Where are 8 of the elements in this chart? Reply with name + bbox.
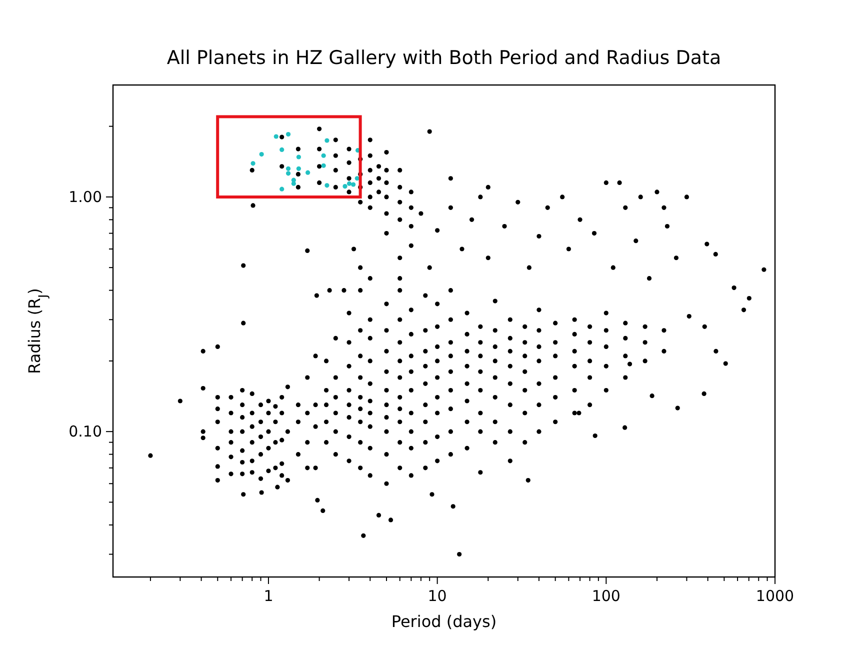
- chart-title: All Planets in HZ Gallery with Both Period and Radius Data: [166, 47, 722, 69]
- x-tick-label: 1000: [756, 587, 794, 605]
- x-axis-title: Period (days): [391, 612, 497, 631]
- x-tick-label: 10: [428, 587, 447, 605]
- y-tick-label: 1.00: [68, 188, 102, 206]
- y-tick-label: 0.10: [68, 422, 102, 441]
- x-tick-label: 100: [592, 587, 620, 605]
- x-tick-label: 1: [264, 587, 274, 605]
